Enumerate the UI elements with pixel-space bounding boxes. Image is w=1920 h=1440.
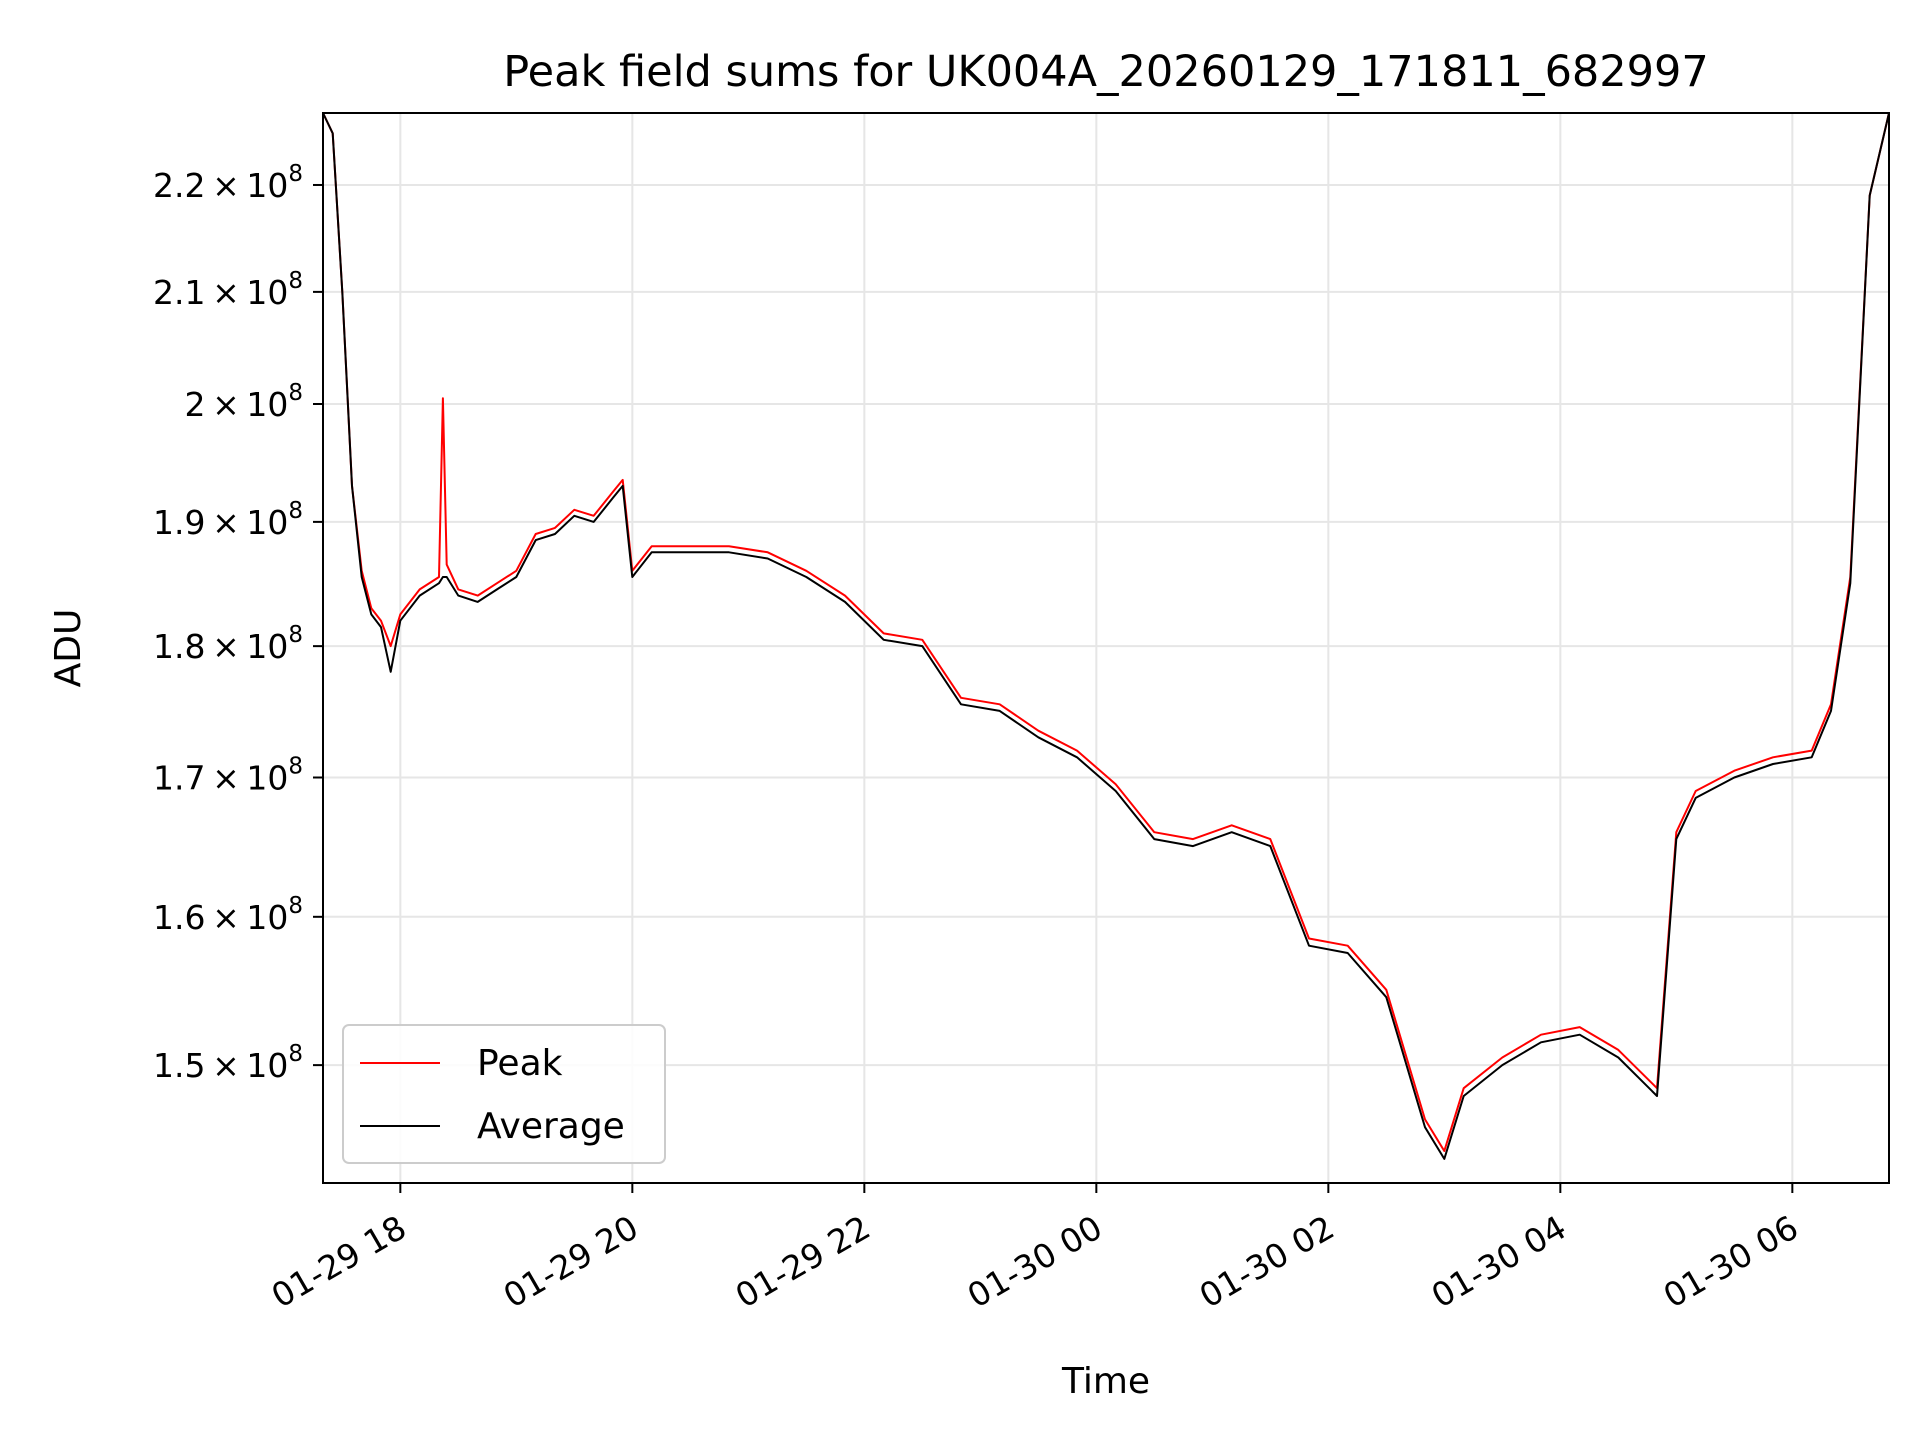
y-tick-label: 2.1 × 108: [153, 268, 303, 312]
y-tick-label: 1.8 × 108: [153, 622, 303, 666]
y-axis: 1.5 × 108 1.6 × 108 1.7 × 108 1.8 × 108 1.9 …: [153, 161, 323, 1085]
grid: [323, 113, 1889, 1183]
y-tick-label: 2 × 108: [185, 380, 303, 424]
legend-label-peak: Peak: [477, 1043, 563, 1084]
legend-box: [342, 1024, 666, 1164]
plot-frame: [322, 112, 1890, 1184]
x-axis-label: Time: [1061, 1361, 1150, 1402]
legend-label-average: Average: [477, 1106, 625, 1147]
y-tick-label: 1.9 × 108: [153, 498, 303, 542]
y-tick-label: 1.6 × 108: [153, 893, 303, 937]
legend: Peak Average: [342, 1024, 666, 1164]
y-axis-label: ADU: [48, 609, 89, 688]
chart-title: Peak field sums for UK004A_20260129_1718…: [503, 47, 1708, 97]
y-tick-label: 1.5 × 108: [153, 1041, 303, 1085]
y-tick-label: 2.2 × 108: [153, 161, 303, 205]
y-tick-label: 1.7 × 108: [153, 753, 303, 797]
series-lines: [322, 112, 1890, 1160]
